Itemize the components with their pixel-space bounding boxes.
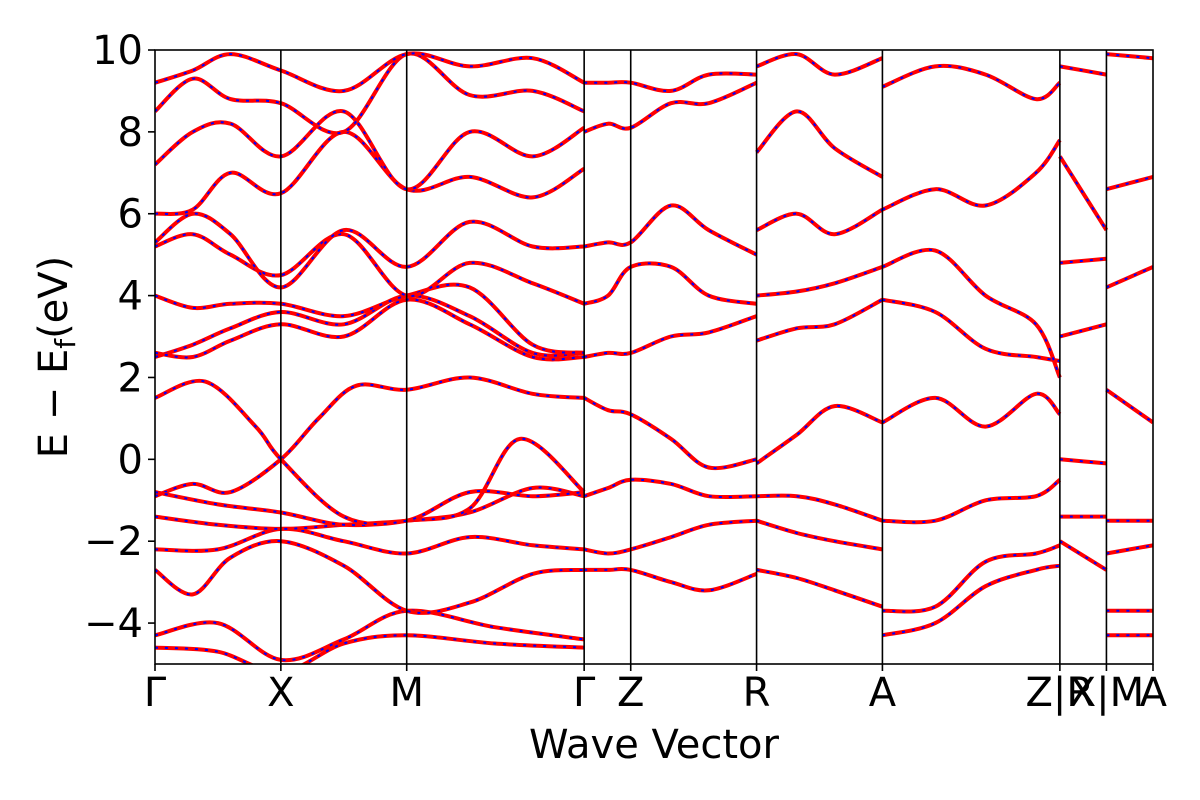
band-overlay-27 [756,405,883,465]
band-line-8 [155,293,585,359]
band-line-34 [755,52,884,77]
band-overlay-20 [583,397,757,470]
y-tick-label-2: 0 [118,437,143,483]
band-overlay-57 [1106,53,1153,60]
x-tick-label-5: R [743,670,771,716]
band-line-15 [155,51,585,136]
y-axis-title-main: E − E [31,349,77,459]
band-line-39 [881,297,1061,364]
y-axis-title-unit: (eV) [31,256,77,339]
band-line-37 [882,478,1062,525]
y-axis-title: E − Ef(eV) [31,256,82,459]
band-line-14 [155,109,586,192]
band-overlay-2 [155,540,585,614]
x-tick-label-4: Z [617,670,644,716]
band-line-7 [155,378,585,527]
band-line-3 [155,526,585,556]
band-overlay-33 [755,110,883,178]
y-axis-title-subscript: f [49,338,82,349]
y-tick-label-4: 4 [118,274,143,320]
band-overlay-19 [583,478,757,499]
band-overlay-49 [1059,65,1107,76]
band-line-1 [155,608,585,663]
band-overlay-18 [584,519,757,555]
band-overlay-43 [1059,458,1107,465]
band-overlay-25 [584,72,757,93]
x-tick-label-8: X|M [1069,670,1144,716]
band-line-11 [155,232,585,306]
band-line-12 [155,211,585,290]
band-overlay-40 [882,248,1061,378]
band-overlay-50 [1106,544,1153,555]
x-tick-label-3: Γ [573,670,596,716]
band-overlay-41 [882,139,1061,211]
y-tick-label-5: 6 [118,192,143,238]
band-overlay-5 [155,376,585,498]
band-overlay-0 [155,634,585,664]
y-ticks: −4 −2 0 2 4 6 8 10 [84,28,155,647]
x-ticks: Γ X M Γ Z R A Z|RX|MA [144,664,1168,716]
kpoint-lines [280,50,1108,664]
y-tick-label-1: −2 [84,519,143,565]
y-tick-label-0: −4 [84,601,143,647]
band-line-10 [155,282,585,355]
y-tick-label-7: 10 [92,28,143,74]
x-tick-label-6: A [869,670,897,716]
x-tick-label-0: Γ [144,670,167,716]
band-overlay-23 [584,204,758,256]
band-line-31 [756,265,884,298]
band-overlay-4 [155,486,585,530]
band-overlay-48 [1059,155,1108,231]
band-line-38 [881,391,1062,429]
band-line-55 [1105,265,1153,290]
band-overlay-46 [1059,323,1107,338]
band-overlay-32 [756,208,883,236]
x-tick-label-2: M [389,670,424,716]
band-overlay-17 [584,567,757,592]
band-overlay-22 [583,262,757,305]
plot-frame [154,49,1154,665]
band-overlay-16 [155,52,585,93]
bands-layer [155,51,1153,664]
band-overlay-45 [1059,540,1107,571]
band-overlay-26 [756,568,883,608]
band-line-54 [1105,388,1153,425]
band-overlay-47 [1059,257,1107,264]
band-overlay-9 [155,298,585,361]
band-overlay-35 [882,544,1061,613]
band-overlay-24 [583,81,758,133]
band-overlay-6 [155,437,585,527]
band-line-36 [881,563,1061,638]
band-overlay-56 [1106,175,1153,191]
x-axis-title: Wave Vector [529,722,780,768]
band-line-29 [756,493,884,523]
y-tick-label-3: 2 [118,355,143,401]
x-tick-label-9: A [1140,670,1168,716]
band-overlay-28 [756,519,883,551]
x-tick-label-7: Z|R [1026,670,1095,716]
band-overlay-30 [756,298,883,342]
band-line-42 [881,63,1062,102]
band-overlay-21 [584,315,757,358]
y-tick-label-6: 8 [118,110,143,156]
x-tick-label-1: X [267,670,294,716]
band-overlay-13 [155,130,585,216]
